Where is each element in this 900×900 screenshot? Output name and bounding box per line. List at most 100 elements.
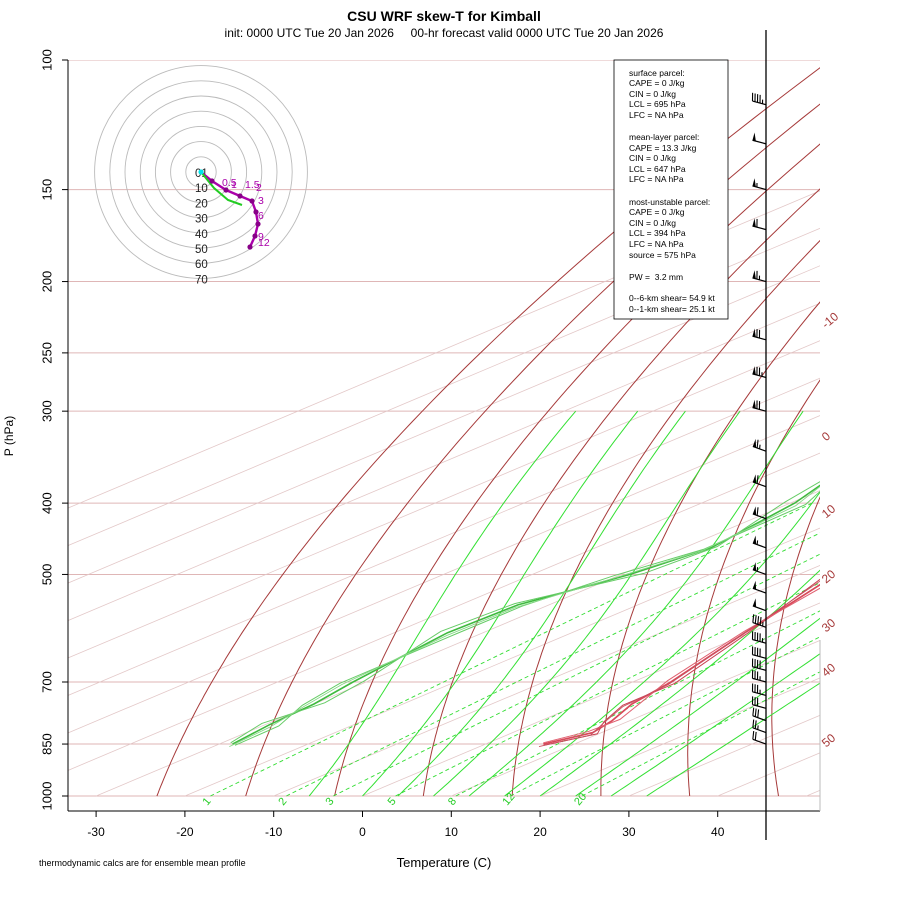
hodograph-point: [198, 169, 204, 175]
mixing-ratio-line: [581, 671, 820, 797]
x-axis-label: Temperature (C): [397, 855, 492, 870]
moist-adiabat: [575, 617, 820, 797]
mixing-ratio-lines: [210, 502, 820, 797]
wind-barb: [752, 218, 767, 231]
shear-0-6km: 0--6-km shear= 54.9 kt: [629, 293, 715, 303]
y-tick-label: 400: [39, 492, 54, 514]
moist-adiabat: [610, 653, 820, 797]
wind-barb: [752, 580, 767, 594]
wind-barb: [752, 598, 767, 612]
shear-0-1km: 0--1-km shear= 25.1 kt: [629, 304, 715, 314]
isotherm-line: [68, 340, 820, 659]
wind-barb: [752, 366, 767, 379]
temperature-line: [543, 578, 820, 746]
dry-adiabat: [600, 301, 820, 796]
wind-barb: [751, 658, 767, 671]
moist-adiabat: [397, 410, 686, 797]
moist-adiabat: [308, 410, 577, 797]
dewpoint-line: [234, 490, 820, 746]
mean-cape: CAPE = 13.3 J/kg: [629, 143, 697, 153]
hodograph-height-label: 0.5: [222, 177, 237, 189]
surface-parcel-title: surface parcel:: [629, 68, 685, 78]
hodograph-ring: [170, 141, 232, 203]
y-tick-label: 100: [39, 49, 54, 71]
moist-adiabat: [504, 491, 820, 797]
mean-cin: CIN = 0 J/kg: [629, 153, 676, 163]
isotherm-line: [68, 302, 820, 621]
mixing-ratio-line: [210, 502, 813, 797]
isotherm-line: [68, 265, 820, 584]
surface-cape: CAPE = 0 J/kg: [629, 78, 685, 88]
isotherm-line: [68, 452, 820, 771]
dewpoint-line: [229, 485, 820, 748]
x-tick-label: -30: [87, 825, 105, 839]
mean-lfc: LFC = NA hPa: [629, 174, 684, 184]
hodograph-ring: [109, 80, 293, 264]
dry-adiabat: [511, 239, 820, 797]
isotherm-line: [451, 639, 820, 797]
moist-adiabat: [539, 569, 820, 797]
hodograph-point: [249, 198, 255, 204]
temperature-line: [543, 587, 820, 744]
wind-barb: [752, 178, 767, 191]
hodograph-trace: [200, 171, 243, 206]
wind-barb: [751, 683, 767, 696]
hodograph-ring: [139, 110, 263, 234]
mixing-ratio-line: [395, 582, 820, 797]
hodograph-height-label: 1: [231, 179, 237, 191]
wind-barb: [752, 132, 767, 145]
temperature-profiles: [538, 578, 820, 748]
wind-barb: [751, 646, 767, 659]
wind-barb: [752, 474, 767, 488]
wind-barb: [752, 438, 767, 452]
hodograph-point: [237, 193, 243, 199]
x-tick-label: 0: [359, 825, 366, 839]
wind-barbs: [751, 92, 767, 745]
moist-adiabat: [646, 682, 820, 797]
wind-barb: [752, 707, 767, 722]
temperature-line: [538, 580, 820, 748]
wind-barb: [752, 614, 767, 628]
wind-barb: [752, 562, 767, 576]
x-tick-label: -10: [265, 825, 283, 839]
y-tick-label: 500: [39, 564, 54, 586]
hodograph-ring-label: 40: [195, 229, 208, 241]
hodograph-ring: [154, 125, 248, 219]
hodograph-point: [252, 233, 258, 239]
mixing-ratio-line: [286, 532, 820, 797]
x-tick-label: 30: [622, 825, 636, 839]
surface-cin: CIN = 0 J/kg: [629, 89, 676, 99]
hodograph-height-label: 12: [258, 237, 270, 249]
hodograph-height-label: 9: [258, 231, 264, 243]
dry-adiabat: [422, 188, 820, 797]
mean-lcl: LCL = 647 hPa: [629, 164, 686, 174]
hodograph-height-label: 3: [258, 195, 264, 207]
wind-barb: [752, 719, 767, 734]
hodograph-point: [247, 244, 253, 250]
hodograph-point: [253, 209, 259, 215]
wind-barb: [752, 506, 767, 520]
moist-adiabat: [468, 410, 804, 797]
hodograph-ring-label: 10: [195, 183, 208, 195]
y-tick-label: 200: [39, 271, 54, 293]
mixing-ratio-line: [333, 553, 820, 797]
moist-adiabat: [362, 410, 639, 797]
wind-barb: [751, 696, 767, 709]
hodograph-ring-label: 70: [195, 274, 208, 286]
isotherm-line: [68, 227, 820, 547]
x-tick-label: -20: [176, 825, 194, 839]
dewpoint-line: [232, 484, 820, 745]
hodograph-ring-label: 50: [195, 244, 208, 256]
y-tick-label: 250: [39, 342, 54, 364]
dry-adiabat: [245, 103, 820, 797]
y-tick-label: 300: [39, 400, 54, 422]
hodograph-ring-label: 20: [195, 198, 208, 210]
temperature-line: [543, 583, 820, 745]
mu-lcl: LCL = 394 hPa: [629, 228, 686, 238]
wind-barb: [751, 631, 767, 644]
isotherm-line: [184, 527, 820, 797]
wind-barb: [752, 270, 767, 283]
hodograph-ring: [94, 65, 308, 279]
